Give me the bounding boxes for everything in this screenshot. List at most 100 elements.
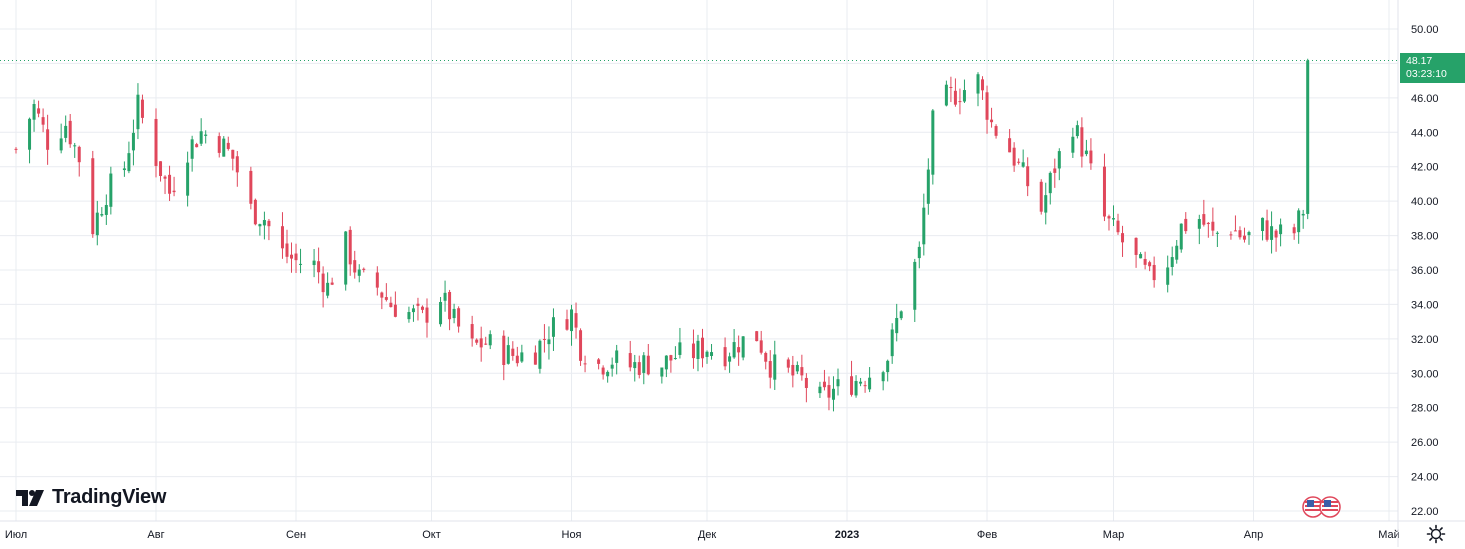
gear-icon — [1426, 524, 1446, 544]
x-tick-label: Апр — [1244, 529, 1263, 541]
candle-body — [393, 304, 397, 317]
candle-body — [976, 74, 980, 94]
y-tick-label: 30.00 — [1411, 368, 1439, 380]
candle-body — [294, 253, 298, 261]
candle-body — [795, 364, 799, 372]
candle-body — [859, 381, 863, 384]
candle-body — [330, 282, 334, 285]
candle-body — [606, 371, 610, 377]
candle-body — [515, 355, 519, 364]
candle-body — [231, 149, 235, 159]
candle-body — [1089, 150, 1093, 164]
candle-body — [958, 101, 962, 103]
candle-body — [890, 329, 894, 357]
flags-group[interactable] — [1302, 496, 1342, 518]
candle-body — [1102, 166, 1106, 217]
candle-body — [1261, 217, 1265, 232]
candle-body — [1211, 221, 1215, 231]
candle-body — [755, 331, 759, 342]
candle-body — [574, 313, 578, 328]
plot-area[interactable] — [0, 0, 1398, 521]
candle-body — [944, 84, 948, 106]
candle-body — [791, 364, 795, 376]
candle-body — [705, 351, 709, 357]
candle-body — [601, 367, 605, 375]
candle-body — [597, 359, 601, 364]
candle-body — [768, 361, 772, 378]
candle-body — [1008, 138, 1012, 153]
candle-body — [511, 348, 515, 356]
candle-body — [1111, 218, 1115, 220]
y-tick-label: 36.00 — [1411, 265, 1439, 277]
candle-body — [664, 355, 668, 370]
candle-body — [818, 386, 822, 394]
candle-body — [168, 174, 172, 194]
candle-body — [506, 345, 510, 364]
candle-body — [122, 168, 126, 171]
candle-body — [104, 204, 108, 215]
candle-body — [1012, 147, 1016, 166]
candle-body — [131, 132, 135, 151]
candle-body — [786, 359, 790, 368]
candle-body — [800, 367, 804, 376]
candle-body — [737, 347, 741, 353]
candle-body — [985, 92, 989, 120]
candle-body — [1279, 224, 1283, 235]
candle-body — [1202, 214, 1206, 225]
candle-body — [660, 367, 664, 377]
candle-body — [226, 142, 230, 149]
candle-body — [1039, 181, 1043, 212]
candle-body — [321, 273, 325, 293]
candle-body — [159, 161, 163, 177]
candle-body — [186, 162, 190, 196]
candle-body — [195, 144, 199, 148]
countdown-timer: 03:23:10 — [1406, 68, 1447, 80]
candle-body — [222, 138, 226, 157]
candle-body — [249, 170, 253, 204]
candle-body — [1080, 127, 1084, 157]
candle-body — [262, 220, 266, 226]
candle-body — [28, 118, 32, 150]
candle-body — [416, 303, 420, 306]
candle-body — [917, 246, 921, 259]
tradingview-logo[interactable]: TradingView — [16, 486, 166, 509]
candle-body — [728, 356, 732, 362]
candle-body — [73, 145, 77, 147]
candle-body — [452, 308, 456, 319]
x-tick-label: Ноя — [562, 529, 582, 541]
candle-body — [475, 339, 479, 343]
candle-body — [922, 207, 926, 245]
candle-body — [375, 272, 379, 288]
candle-body — [633, 362, 637, 369]
candle-body — [538, 340, 542, 369]
candle-body — [881, 372, 885, 382]
us-flag-icon — [1302, 496, 1341, 518]
candle-body — [1170, 257, 1174, 268]
candle-body — [773, 354, 777, 380]
candle-body — [100, 214, 104, 216]
x-tick-label: Окт — [422, 529, 441, 541]
candle-body — [172, 190, 176, 193]
candle-body — [1143, 258, 1147, 265]
x-tick-label: Мар — [1103, 529, 1125, 541]
candle-body — [1026, 166, 1030, 187]
candle-body — [285, 243, 289, 257]
candle-body — [1053, 168, 1057, 173]
y-tick-label: 26.00 — [1411, 437, 1439, 449]
candle-body — [759, 340, 763, 353]
candle-body — [389, 302, 393, 308]
candle-body — [384, 297, 388, 300]
candle-body — [312, 260, 316, 266]
candle-body — [868, 377, 872, 390]
candle-body — [353, 260, 357, 273]
candle-body — [1297, 210, 1301, 233]
candle-body — [1148, 262, 1152, 267]
candle-body — [1301, 213, 1305, 216]
candle-body — [502, 335, 506, 365]
candle-body — [583, 363, 587, 365]
candle-body — [1134, 237, 1138, 255]
settings-button[interactable] — [1426, 524, 1446, 544]
candle-body — [981, 79, 985, 91]
y-tick-label: 44.00 — [1411, 127, 1439, 139]
